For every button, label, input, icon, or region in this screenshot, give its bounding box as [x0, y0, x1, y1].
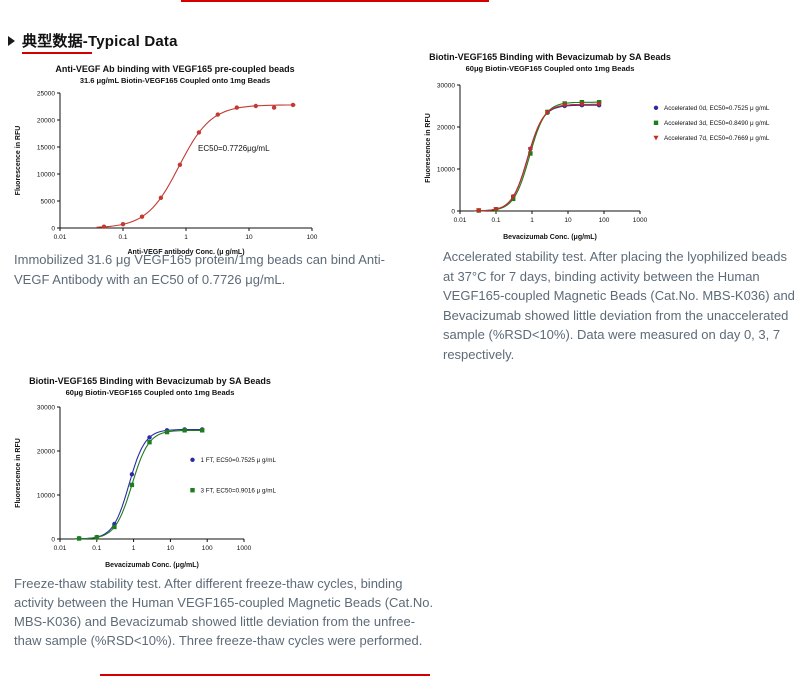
chart2-subtitle: 60μg Biotin-VEGF165 Coupled onto 1mg Bea…	[465, 64, 635, 74]
svg-text:3 FT, EC50=0.9016 μ g/mL: 3 FT, EC50=0.9016 μ g/mL	[200, 488, 276, 495]
section-header: 典型数据-Typical Data	[8, 30, 178, 51]
chart1-plot-area: 0.01 0.1 1 10 100 0 5000 10000 15000 20000 25000 An…	[10, 87, 340, 263]
svg-text:0: 0	[51, 226, 55, 233]
chart2-title: Biotin-VEGF165 Binding with Bevacizumab …	[429, 52, 671, 62]
chart1-subtitle: 31.6 μg/mL Biotin-VEGF165 Coupled onto 1…	[79, 76, 271, 86]
svg-text:Accelerated 0d, EC50=0.7525 μ: Accelerated 0d, EC50=0.7525 μ g/mL	[664, 105, 770, 112]
svg-text:100: 100	[599, 217, 610, 224]
svg-text:30000: 30000	[437, 83, 455, 90]
svg-text:1: 1	[132, 545, 136, 552]
svg-text:20000: 20000	[37, 118, 55, 125]
svg-text:Accelerated 3d, EC50=0.8490 μ: Accelerated 3d, EC50=0.8490 μ g/mL	[664, 120, 770, 127]
svg-text:15000: 15000	[37, 145, 55, 152]
chart3-subtitle: 60μg Biotin-VEGF165 Coupled onto 1mg Bea…	[65, 388, 235, 398]
svg-text:0: 0	[51, 537, 55, 544]
chart3-title: Biotin-VEGF165 Binding with Bevacizumab …	[29, 376, 271, 386]
svg-text:0.1: 0.1	[118, 234, 127, 241]
svg-text:10000: 10000	[437, 167, 455, 174]
svg-text:EC50=0.7726μg/mL: EC50=0.7726μg/mL	[198, 144, 270, 153]
svg-text:1000: 1000	[633, 217, 648, 224]
figure-anti-vegf-binding: Anti-VEGF Ab binding with VEGF165 pre-co…	[10, 64, 340, 263]
svg-text:Fluorescence in RFU: Fluorescence in RFU	[15, 126, 22, 196]
caption-anti-vegf-binding: Immobilized 31.6 μg VEGF165 protein/1mg …	[14, 252, 385, 287]
chart3-plot-area: 0.01 0.1 1 10 100 1000 0 10000 20000 30000 Bevaciz…	[10, 399, 350, 576]
svg-text:10000: 10000	[37, 172, 55, 179]
svg-text:25000: 25000	[37, 91, 55, 98]
svg-text:0.01: 0.01	[454, 217, 467, 224]
svg-text:0.01: 0.01	[54, 545, 67, 552]
figure-freeze-thaw-stability: Biotin-VEGF165 Binding with Bevacizumab …	[10, 376, 350, 576]
svg-text:Accelerated 7d, EC50=0.7669 μ: Accelerated 7d, EC50=0.7669 μ g/mL	[664, 135, 770, 142]
figure-accelerated-stability: Biotin-VEGF165 Binding with Bevacizumab …	[420, 52, 780, 248]
plot-svg: 0.01 0.1 1 10 100 10000100002000030000Bevaciz…	[425, 83, 770, 242]
svg-text:1000: 1000	[237, 545, 252, 552]
chart2-plot-area: 0.01 0.1 1 10 100 1000 0 10000 20000 30000 Bevaciz…	[420, 75, 780, 248]
caption-accelerated-stability: Accelerated stability test. After placin…	[443, 249, 795, 362]
bottom-red-divider	[100, 674, 430, 676]
plot-svg: 0.01 0.1 1 10 100 10000100002000030000Bevaciz…	[15, 405, 277, 570]
chart1-header: Anti-VEGF Ab binding with VEGF165 pre-co…	[10, 64, 340, 85]
svg-text:20000: 20000	[437, 125, 455, 132]
svg-text:1: 1	[530, 217, 534, 224]
svg-text:Bevacizumab Conc. (μg/mL): Bevacizumab Conc. (μg/mL)	[503, 234, 597, 241]
svg-text:0.1: 0.1	[92, 545, 101, 552]
plot-svg: 0.01 0.1 1 10 100 0 5000 10000 15000 20000 25000 An…	[15, 91, 318, 257]
svg-text:10: 10	[167, 545, 175, 552]
svg-text:10: 10	[245, 234, 253, 241]
svg-text:0: 0	[451, 209, 455, 216]
svg-text:Fluorescence in RFU: Fluorescence in RFU	[425, 113, 432, 183]
svg-text:100: 100	[307, 234, 318, 241]
title-red-underline	[22, 52, 92, 54]
caption-freeze-thaw-stability: Freeze-thaw stability test. After differ…	[14, 576, 434, 648]
svg-text:1: 1	[184, 234, 188, 241]
svg-text:10: 10	[564, 217, 572, 224]
svg-text:Fluorescence in RFU: Fluorescence in RFU	[15, 438, 22, 508]
svg-text:100: 100	[202, 545, 213, 552]
svg-text:1 FT, EC50=0.7525 μ g/mL: 1 FT, EC50=0.7525 μ g/mL	[200, 457, 276, 464]
right-triangle-icon	[8, 35, 15, 46]
svg-text:0.01: 0.01	[54, 234, 67, 241]
top-red-divider	[181, 0, 489, 2]
chart3-header: Biotin-VEGF165 Binding with Bevacizumab …	[10, 376, 290, 397]
svg-text:20000: 20000	[37, 449, 55, 456]
chart2-header: Biotin-VEGF165 Binding with Bevacizumab …	[420, 52, 680, 73]
svg-text:Anti-VEGF antibody Conc. (μ g/: Anti-VEGF antibody Conc. (μ g/mL)	[127, 249, 244, 256]
svg-text:Bevacizumab Conc. (μg/mL): Bevacizumab Conc. (μg/mL)	[105, 562, 199, 569]
svg-text:5000: 5000	[41, 199, 56, 206]
section-title: 典型数据-Typical Data	[22, 33, 178, 50]
svg-text:30000: 30000	[37, 405, 55, 412]
svg-text:0.1: 0.1	[491, 217, 500, 224]
chart1-title: Anti-VEGF Ab binding with VEGF165 pre-co…	[55, 64, 295, 74]
svg-text:10000: 10000	[37, 493, 55, 500]
